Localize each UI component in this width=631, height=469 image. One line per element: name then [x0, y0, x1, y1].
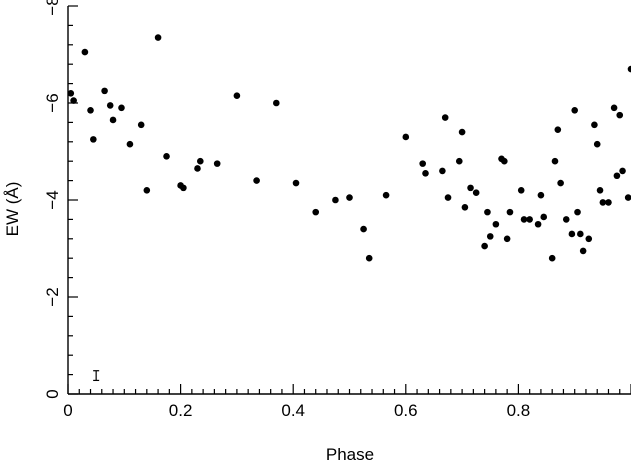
data-point: [548, 254, 556, 262]
x-tick-label: 0.4: [281, 401, 305, 420]
data-point: [562, 216, 570, 223]
data-point: [520, 216, 528, 223]
data-point: [486, 233, 494, 240]
data-point: [419, 160, 426, 167]
data-point: [484, 208, 491, 216]
data-point: [101, 87, 108, 95]
data-point: [481, 242, 488, 250]
data-point: [596, 187, 604, 194]
data-point: [574, 208, 581, 216]
data-point: [627, 65, 631, 73]
y-tick-label: 0: [43, 389, 62, 398]
data-point: [534, 220, 542, 228]
data-point: [610, 104, 618, 112]
data-point: [180, 184, 187, 192]
data-point: [126, 140, 134, 148]
data-point: [273, 99, 280, 107]
data-point: [70, 97, 77, 104]
ticks: [67, 5, 631, 395]
data-point: [492, 220, 500, 228]
x-tick-label: 0.8: [507, 401, 531, 420]
data-point: [81, 48, 89, 56]
data-point: [332, 196, 339, 204]
data-point: [540, 213, 548, 221]
data-point: [551, 157, 559, 165]
data-point: [571, 106, 578, 114]
data-point: [137, 121, 145, 129]
data-point: [537, 191, 545, 199]
data-point: [557, 179, 564, 187]
x-axis-title: Phase: [326, 445, 374, 464]
data-point: [591, 121, 598, 129]
x-tick-label: 0.6: [394, 401, 418, 420]
data-point: [106, 102, 114, 109]
data-point: [360, 225, 367, 233]
x-tick-label: 0.2: [169, 401, 193, 420]
data-point: [253, 177, 260, 184]
data-point: [619, 167, 626, 175]
y-tick-label: −4: [43, 190, 62, 209]
data-point: [613, 172, 621, 180]
y-axis-title: EW (Å): [3, 182, 22, 237]
data-point: [517, 187, 525, 194]
data-point: [87, 106, 94, 114]
data-point: [163, 153, 170, 160]
data-point: [109, 116, 117, 124]
data-point: [90, 136, 97, 143]
data-point: [461, 203, 469, 211]
data-point: [472, 189, 480, 197]
data-point: [439, 167, 446, 175]
data-point: [154, 34, 162, 41]
data-point: [197, 157, 204, 165]
data-point: [233, 92, 241, 100]
data-point: [402, 133, 410, 141]
data-point: [501, 157, 508, 165]
data-point: [118, 104, 125, 112]
data-point: [213, 160, 221, 167]
data-point: [585, 235, 593, 243]
tick-labels: 0 0.2 0.4 0.6 0.8 0 −2 −4 −6 −8: [43, 0, 530, 420]
data-point: [422, 170, 429, 177]
data-point: [506, 208, 514, 216]
data-point: [579, 247, 587, 255]
data-point: [292, 179, 300, 187]
data-point: [526, 216, 533, 223]
data-point: [194, 165, 201, 172]
data-point: [365, 254, 373, 262]
data-point: [312, 208, 320, 216]
y-tick-label: −8: [43, 0, 62, 16]
data-point: [467, 184, 474, 192]
data-point: [599, 199, 607, 206]
data-point: [503, 235, 511, 243]
data-point: [577, 230, 584, 238]
data-point: [441, 114, 449, 121]
data-point: [554, 126, 562, 133]
data-points: [67, 34, 631, 262]
data-point: [382, 191, 390, 199]
data-point: [143, 187, 151, 194]
error-bar: [93, 370, 100, 382]
x-tick-label: 0: [63, 401, 72, 420]
data-point: [568, 230, 576, 238]
data-point: [346, 194, 353, 201]
data-point: [624, 194, 631, 201]
y-tick-label: −2: [43, 287, 62, 306]
data-point: [616, 111, 624, 119]
data-point: [455, 157, 463, 165]
data-point: [458, 128, 466, 136]
data-point: [593, 140, 601, 148]
data-point: [67, 90, 75, 97]
y-tick-label: −6: [43, 93, 62, 112]
data-point: [605, 199, 612, 206]
data-point: [444, 194, 452, 201]
